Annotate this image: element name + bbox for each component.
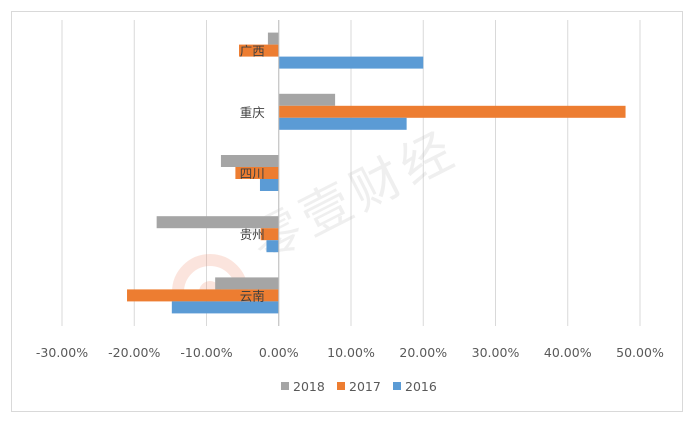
legend: 2018 2017 2016 xyxy=(281,379,437,394)
category-label: 重庆 xyxy=(240,105,266,120)
bar-2017-3 xyxy=(260,228,279,241)
bar-2018-1 xyxy=(278,93,336,106)
legend-label: 2016 xyxy=(405,379,437,394)
x-tick-label: 40.00% xyxy=(544,345,592,360)
bar-2016-3 xyxy=(266,240,279,253)
bar-2017-4 xyxy=(127,289,279,302)
bar-2016-0 xyxy=(278,56,424,69)
category-label: 四川 xyxy=(240,166,265,181)
x-tick-label: 10.00% xyxy=(327,345,375,360)
x-tick-label: 0.00% xyxy=(259,345,299,360)
x-tick-label: 20.00% xyxy=(399,345,447,360)
bar-2017-2 xyxy=(235,167,279,179)
bar-2016-2 xyxy=(259,179,279,191)
legend-swatch-2016 xyxy=(393,382,401,390)
bar-2016-4 xyxy=(171,301,279,314)
legend-swatch-2017 xyxy=(337,382,345,390)
x-tick-label: -20.00% xyxy=(108,345,160,360)
bar-2017-0 xyxy=(239,44,279,57)
x-tick-label: -30.00% xyxy=(36,345,88,360)
legend-label: 2017 xyxy=(349,379,381,394)
x-tick-label: -10.00% xyxy=(180,345,232,360)
legend-label: 2018 xyxy=(293,379,325,394)
bar-2018-4 xyxy=(215,277,279,290)
bar-2017-1 xyxy=(278,105,626,118)
category-label: 云南 xyxy=(240,288,265,303)
x-tick-labels: -30.00% -20.00% -10.00% 0.00% 10.00% 20.00% 30… xyxy=(36,345,664,360)
category-label: 贵州 xyxy=(240,227,265,242)
chart-frame xyxy=(11,11,683,412)
x-tick-label: 50.00% xyxy=(616,345,664,360)
bar-2016-1 xyxy=(278,117,407,130)
category-label: 广西 xyxy=(240,44,265,59)
legend-swatch-2018 xyxy=(281,382,289,390)
x-tick-label: 30.00% xyxy=(472,345,520,360)
bar-2018-3 xyxy=(156,216,279,229)
bar-2018-0 xyxy=(267,32,279,45)
gridlines xyxy=(61,20,641,326)
bars xyxy=(127,32,626,314)
bar-2018-2 xyxy=(220,155,279,167)
